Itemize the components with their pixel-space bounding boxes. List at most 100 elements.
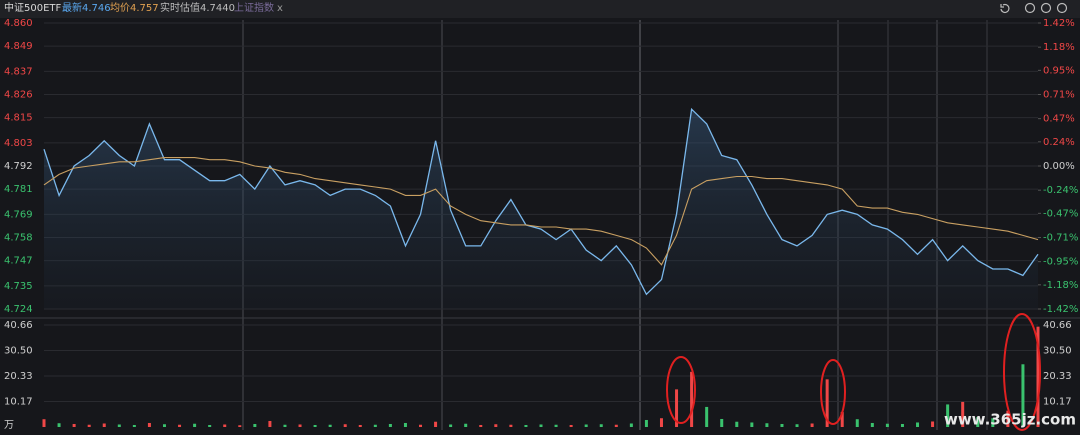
volume-bar (479, 424, 483, 427)
volume-bar (644, 419, 648, 427)
volume-bar (900, 423, 904, 427)
volume-bar (780, 423, 784, 427)
highlight-ellipse (666, 356, 696, 424)
volume-bar (659, 418, 663, 427)
volume-bar (57, 423, 61, 427)
volume-bar (569, 424, 573, 427)
volume-bar (991, 418, 995, 427)
volume-bar (750, 422, 754, 427)
volume-bar (961, 401, 965, 427)
volume-bar (238, 425, 242, 427)
volume-bar (629, 423, 633, 427)
volume-bar (810, 423, 814, 427)
volume-bar (855, 419, 859, 427)
volume-bar (675, 389, 679, 427)
y-tick-label-right: 30.50 (1043, 345, 1072, 356)
volume-bar (328, 424, 332, 427)
y-tick-label-right: 20.33 (1043, 371, 1072, 382)
volume-bar (298, 424, 302, 427)
y2-tick-label: -0.95% (1043, 257, 1078, 268)
volume-bar (102, 423, 106, 427)
volume-bar (464, 423, 468, 427)
latest-price: 最新4.746 (62, 1, 111, 14)
volume-bar (916, 422, 920, 427)
y-tick-label: 4.735 (4, 281, 33, 292)
volume-bar (795, 424, 799, 427)
y-tick-label: 40.66 (4, 320, 33, 331)
watermark: www.365jz.com (944, 411, 1076, 429)
volume-bar (373, 424, 377, 427)
volume-bar (434, 421, 438, 427)
volume-bar (147, 422, 151, 427)
volume-bar (283, 424, 287, 427)
average-line (43, 157, 1039, 266)
y-tick-label: 4.860 (4, 18, 33, 29)
volume-bar (584, 424, 588, 427)
unit-label: 万 (4, 420, 14, 431)
volume-bar (253, 423, 257, 427)
volume-bar (524, 424, 528, 427)
volume-bar (539, 424, 543, 427)
y2-tick-label: -1.18% (1043, 280, 1078, 291)
volume-bar (885, 423, 889, 427)
volume-bar (132, 424, 136, 427)
y-tick-label: 4.826 (4, 90, 33, 101)
price-line (43, 107, 1039, 296)
volume-bar (840, 411, 844, 427)
volume-bar (931, 421, 935, 427)
volume-bar (735, 421, 739, 427)
settings-icon[interactable] (1056, 2, 1068, 14)
y-tick-label: 4.815 (4, 113, 33, 124)
y2-tick-label: 0.47% (1043, 114, 1075, 125)
y-tick-label: 4.781 (4, 184, 33, 195)
volume-bar (509, 424, 513, 427)
volume-bar (358, 424, 362, 427)
y-tick-label: 4.724 (4, 304, 33, 315)
volume-bar (614, 424, 618, 427)
zoom-in-icon[interactable] (1024, 2, 1036, 14)
y2-tick-label: -1.42% (1043, 304, 1078, 315)
y-tick-label: 4.837 (4, 66, 33, 77)
volume-bar (1021, 364, 1025, 427)
y-tick-label: 4.758 (4, 233, 33, 244)
volume-bar (720, 418, 724, 427)
close-button[interactable]: x (277, 3, 283, 14)
y-tick-label-right: 40.66 (1043, 320, 1072, 331)
volume-bar (419, 424, 423, 427)
volume-bar (705, 406, 709, 427)
volume-bar (72, 423, 76, 427)
index-toggle[interactable]: 上证指数 (234, 1, 274, 14)
reset-icon[interactable] (1000, 3, 1010, 14)
y-tick-label: 4.792 (4, 161, 33, 172)
volume-bar (403, 422, 407, 427)
volume-bar (1036, 326, 1040, 427)
price-panel: 4.860 4.849 4.837 4.826 4.815 4.803 4.792 4.781… (4, 18, 1078, 315)
volume-bar (599, 424, 603, 427)
volume-bar (42, 419, 46, 427)
volume-bar (976, 416, 980, 427)
fund-name: 中证500ETF (4, 1, 62, 14)
volume-bar (870, 422, 874, 427)
y-tick-label: 4.747 (4, 256, 33, 267)
zoom-out-icon[interactable] (1040, 2, 1052, 14)
volume-bar (87, 424, 91, 427)
volume-panel: 40.66 40.66 30.50 30.50 20.33 20.33 10.17 10.17… (4, 320, 1072, 431)
annotations (666, 313, 1041, 431)
y-tick-label: 4.803 (4, 138, 33, 149)
y-tick-label: 30.50 (4, 345, 33, 356)
volume-bar (343, 424, 347, 427)
volume-bar (193, 423, 197, 427)
y2-tick-label: 0.00% (1043, 161, 1075, 172)
highlight-ellipse (1003, 313, 1041, 431)
y2-tick-label: 0.24% (1043, 137, 1075, 148)
header-bar (0, 0, 1080, 18)
y2-tick-label: -0.71% (1043, 233, 1078, 244)
y2-tick-label: 1.42% (1043, 18, 1075, 29)
volume-bar (117, 424, 121, 427)
y2-tick-label: 1.18% (1043, 42, 1075, 53)
y-tick-label: 4.769 (4, 209, 33, 220)
volume-bar (690, 371, 694, 427)
volume-bar (162, 424, 166, 427)
volume-bar (946, 404, 950, 427)
